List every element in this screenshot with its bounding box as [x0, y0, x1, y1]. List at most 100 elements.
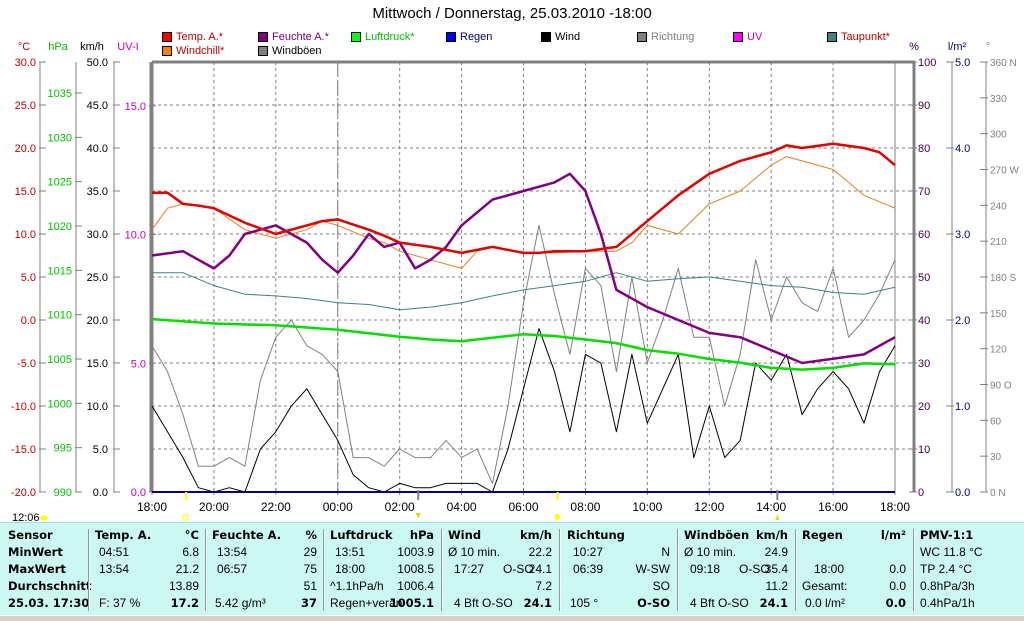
pmv-dewpoint: TP 2.4 °C	[920, 562, 972, 576]
rain-unit: l/m²	[880, 528, 906, 542]
humidity-max-value: 75	[303, 562, 317, 576]
wind-avg-label: Ø 10 min.	[448, 545, 501, 559]
pressure-tick-label: 1025	[48, 177, 72, 189]
wind-tick-label: 5.0	[93, 444, 108, 456]
humidity-axis-unit: %	[909, 41, 919, 53]
humidity-absolute: 5.42 g/m³	[215, 596, 266, 610]
pressure-avg-value: 1006.4	[397, 579, 434, 593]
sun-rise-icon	[40, 515, 48, 521]
wind-beaufort: 4 Bft O-SO	[454, 596, 513, 610]
pressure-tick-label: 1035	[48, 88, 72, 100]
gust-unit: km/h	[755, 528, 788, 542]
rain-tick-label: 1.0	[955, 401, 970, 413]
pressure-tick-label: 1010	[48, 310, 72, 322]
gust-header: Windböen	[684, 528, 750, 542]
legend-swatch	[351, 32, 361, 42]
wind-tick-label: 10.0	[87, 401, 108, 413]
rain-rate: 0.0 l/m²	[805, 596, 846, 610]
pressure-max-time: 18:00	[335, 562, 366, 576]
pmv-windchill: WC 11.8 °C	[920, 545, 983, 559]
temp-feel: F: 37 %	[99, 596, 141, 610]
legend-label: Feuchte A.*	[272, 31, 329, 43]
rain-total-label: Gesamt:	[802, 579, 848, 593]
wind-tick-label: 30.0	[87, 229, 108, 241]
legend-label: Regen	[460, 31, 493, 43]
pressure-tick-label: 1005	[48, 354, 72, 366]
max-label: MaxWert	[8, 562, 66, 576]
pressure-forecast: Regen+verän	[330, 596, 403, 610]
humidity-header: Feuchte A.	[212, 528, 282, 542]
pressure-min-time: 13:51	[335, 545, 366, 559]
humidity-tick-label: 0	[918, 487, 924, 499]
temp-tick-label: 25.0	[15, 100, 36, 112]
legend-item: Richtung	[637, 31, 694, 43]
divider	[88, 529, 90, 611]
wind-avg10-value: 22.2	[528, 545, 552, 559]
x-tick-label: 14:00	[756, 500, 786, 514]
temp-avg-value: 13.89	[168, 579, 199, 593]
temp-tick-label: 0.0	[21, 315, 36, 327]
temp-header: Temp. A.	[95, 528, 152, 542]
wind-unit: km/h	[519, 528, 552, 542]
status-bar	[0, 615, 1024, 621]
legend-label: Temp. A.*	[176, 31, 224, 43]
series-windb-en	[151, 224, 896, 484]
legend-swatch	[637, 32, 647, 42]
rain-tick-label: 4.0	[955, 143, 970, 155]
legend-label: Wind	[555, 31, 581, 43]
pressure-max-value: 1008.5	[397, 562, 434, 576]
legend-label: Taupunkt*	[841, 31, 890, 43]
rain-tick-label: 0.0	[955, 487, 970, 499]
humidity-unit: %	[305, 528, 317, 542]
pmv-trend-3h: 0.8hPa/3h	[920, 579, 975, 593]
direction-current-value: O-SO	[637, 596, 670, 610]
legend-label: Windböen	[272, 45, 322, 57]
humidity-current-value: 37	[300, 596, 317, 610]
rain-tick-label: 5.0	[955, 57, 970, 69]
wind-max-time: 17:27	[454, 562, 485, 576]
temp-unit: °C	[184, 528, 199, 542]
moon-marker-icon	[182, 514, 189, 521]
direction-tick-label: 270 W	[990, 166, 1019, 177]
legend-item: Windchill*	[162, 45, 224, 57]
humidity-tick-label: 30	[918, 358, 930, 370]
series-temp-a	[152, 142, 896, 255]
current-label: 25.03. 17:30	[8, 596, 90, 610]
x-tick-label: 20:00	[199, 500, 229, 514]
direction-tick-label: 300	[990, 130, 1007, 141]
sensor-header: Sensor	[8, 528, 53, 542]
divider	[913, 529, 915, 611]
gust-avg-value: 11.2	[765, 579, 788, 593]
temp-column: Temp. A. °C 04:51 6.8 13:54 21.2 13.89 F: 3…	[95, 527, 199, 613]
humidity-tick-label: 70	[918, 186, 930, 198]
pressure-header: Luftdruck	[330, 528, 393, 542]
pressure-axis-unit: hPa	[48, 41, 68, 53]
wind-tick-label: 20.0	[87, 315, 108, 327]
direction-header: Richtung	[567, 528, 625, 542]
humidity-min-time: 13:54	[217, 545, 248, 559]
x-tick-label: 08:00	[570, 500, 600, 514]
gust-beaufort: 4 Bft O-SO	[690, 596, 749, 610]
divider	[205, 529, 207, 611]
download-arrow-icon	[415, 513, 422, 518]
legend-item: Feuchte A.*	[258, 31, 329, 43]
humidity-avg-value: 51	[303, 579, 317, 593]
legend-item: Temp. A.*	[162, 31, 223, 43]
pressure-tick-label: 1000	[48, 398, 72, 410]
sun-icon	[554, 514, 561, 520]
direction-tick-label: 150	[990, 309, 1007, 320]
rain-tick-label: 2.0	[955, 315, 970, 327]
gust-column: Windböen km/h Ø 10 min. 24.9 09:18 O-SO 35.4…	[684, 527, 788, 613]
humidity-tick-label: 90	[918, 100, 930, 112]
divider	[795, 529, 797, 611]
legend-item: Wind	[541, 31, 580, 43]
legend-item: Windböen	[258, 45, 322, 57]
legend-swatch	[446, 32, 456, 42]
humidity-min-value: 29	[303, 545, 317, 559]
humidity-column: Feuchte A.% 13:54 29 06:57 75 51 5.42 g/m³…	[212, 527, 317, 613]
wind-tick-label: 15.0	[87, 358, 108, 370]
humidity-tick-label: 10	[918, 444, 930, 456]
humidity-tick-label: 40	[918, 315, 930, 327]
direction-tick-label: 120	[990, 345, 1007, 356]
temp-current-value: 17.2	[170, 596, 199, 610]
